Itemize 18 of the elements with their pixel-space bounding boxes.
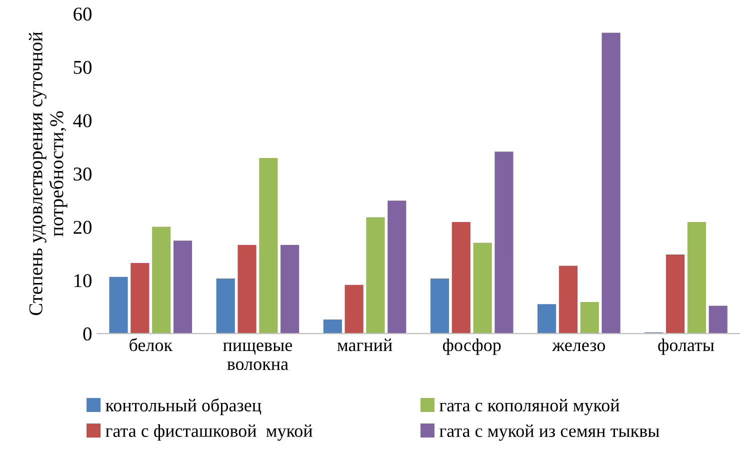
x-tick-label: фосфор xyxy=(442,338,501,355)
legend-label: гата с фисташковой мукой xyxy=(106,424,312,441)
legend-label: гата с кополяной мукой xyxy=(440,398,620,416)
x-tick-label: фолаты xyxy=(658,338,714,355)
legend-label: гата с мукой из семян тыквы xyxy=(440,424,660,441)
legend-label: контольный образец xyxy=(106,398,262,416)
y-tick-label: 20 xyxy=(74,220,92,234)
y-axis-title: Степень удовлетворения суточной потребности,% xyxy=(28,32,68,316)
y-tick-label: 0 xyxy=(83,327,92,341)
y-tick-label: 40 xyxy=(73,114,92,128)
x-tick-label: магний xyxy=(337,338,392,352)
y-tick-label: 30 xyxy=(74,167,92,181)
x-tick-label: пищевые волокна xyxy=(223,342,292,370)
y-tick-label: 50 xyxy=(74,60,92,74)
x-tick-label: белок xyxy=(130,338,173,352)
y-tick-label: 60 xyxy=(74,8,92,21)
x-tick-label: железо xyxy=(552,342,606,352)
y-tick-label: 10 xyxy=(74,274,92,288)
